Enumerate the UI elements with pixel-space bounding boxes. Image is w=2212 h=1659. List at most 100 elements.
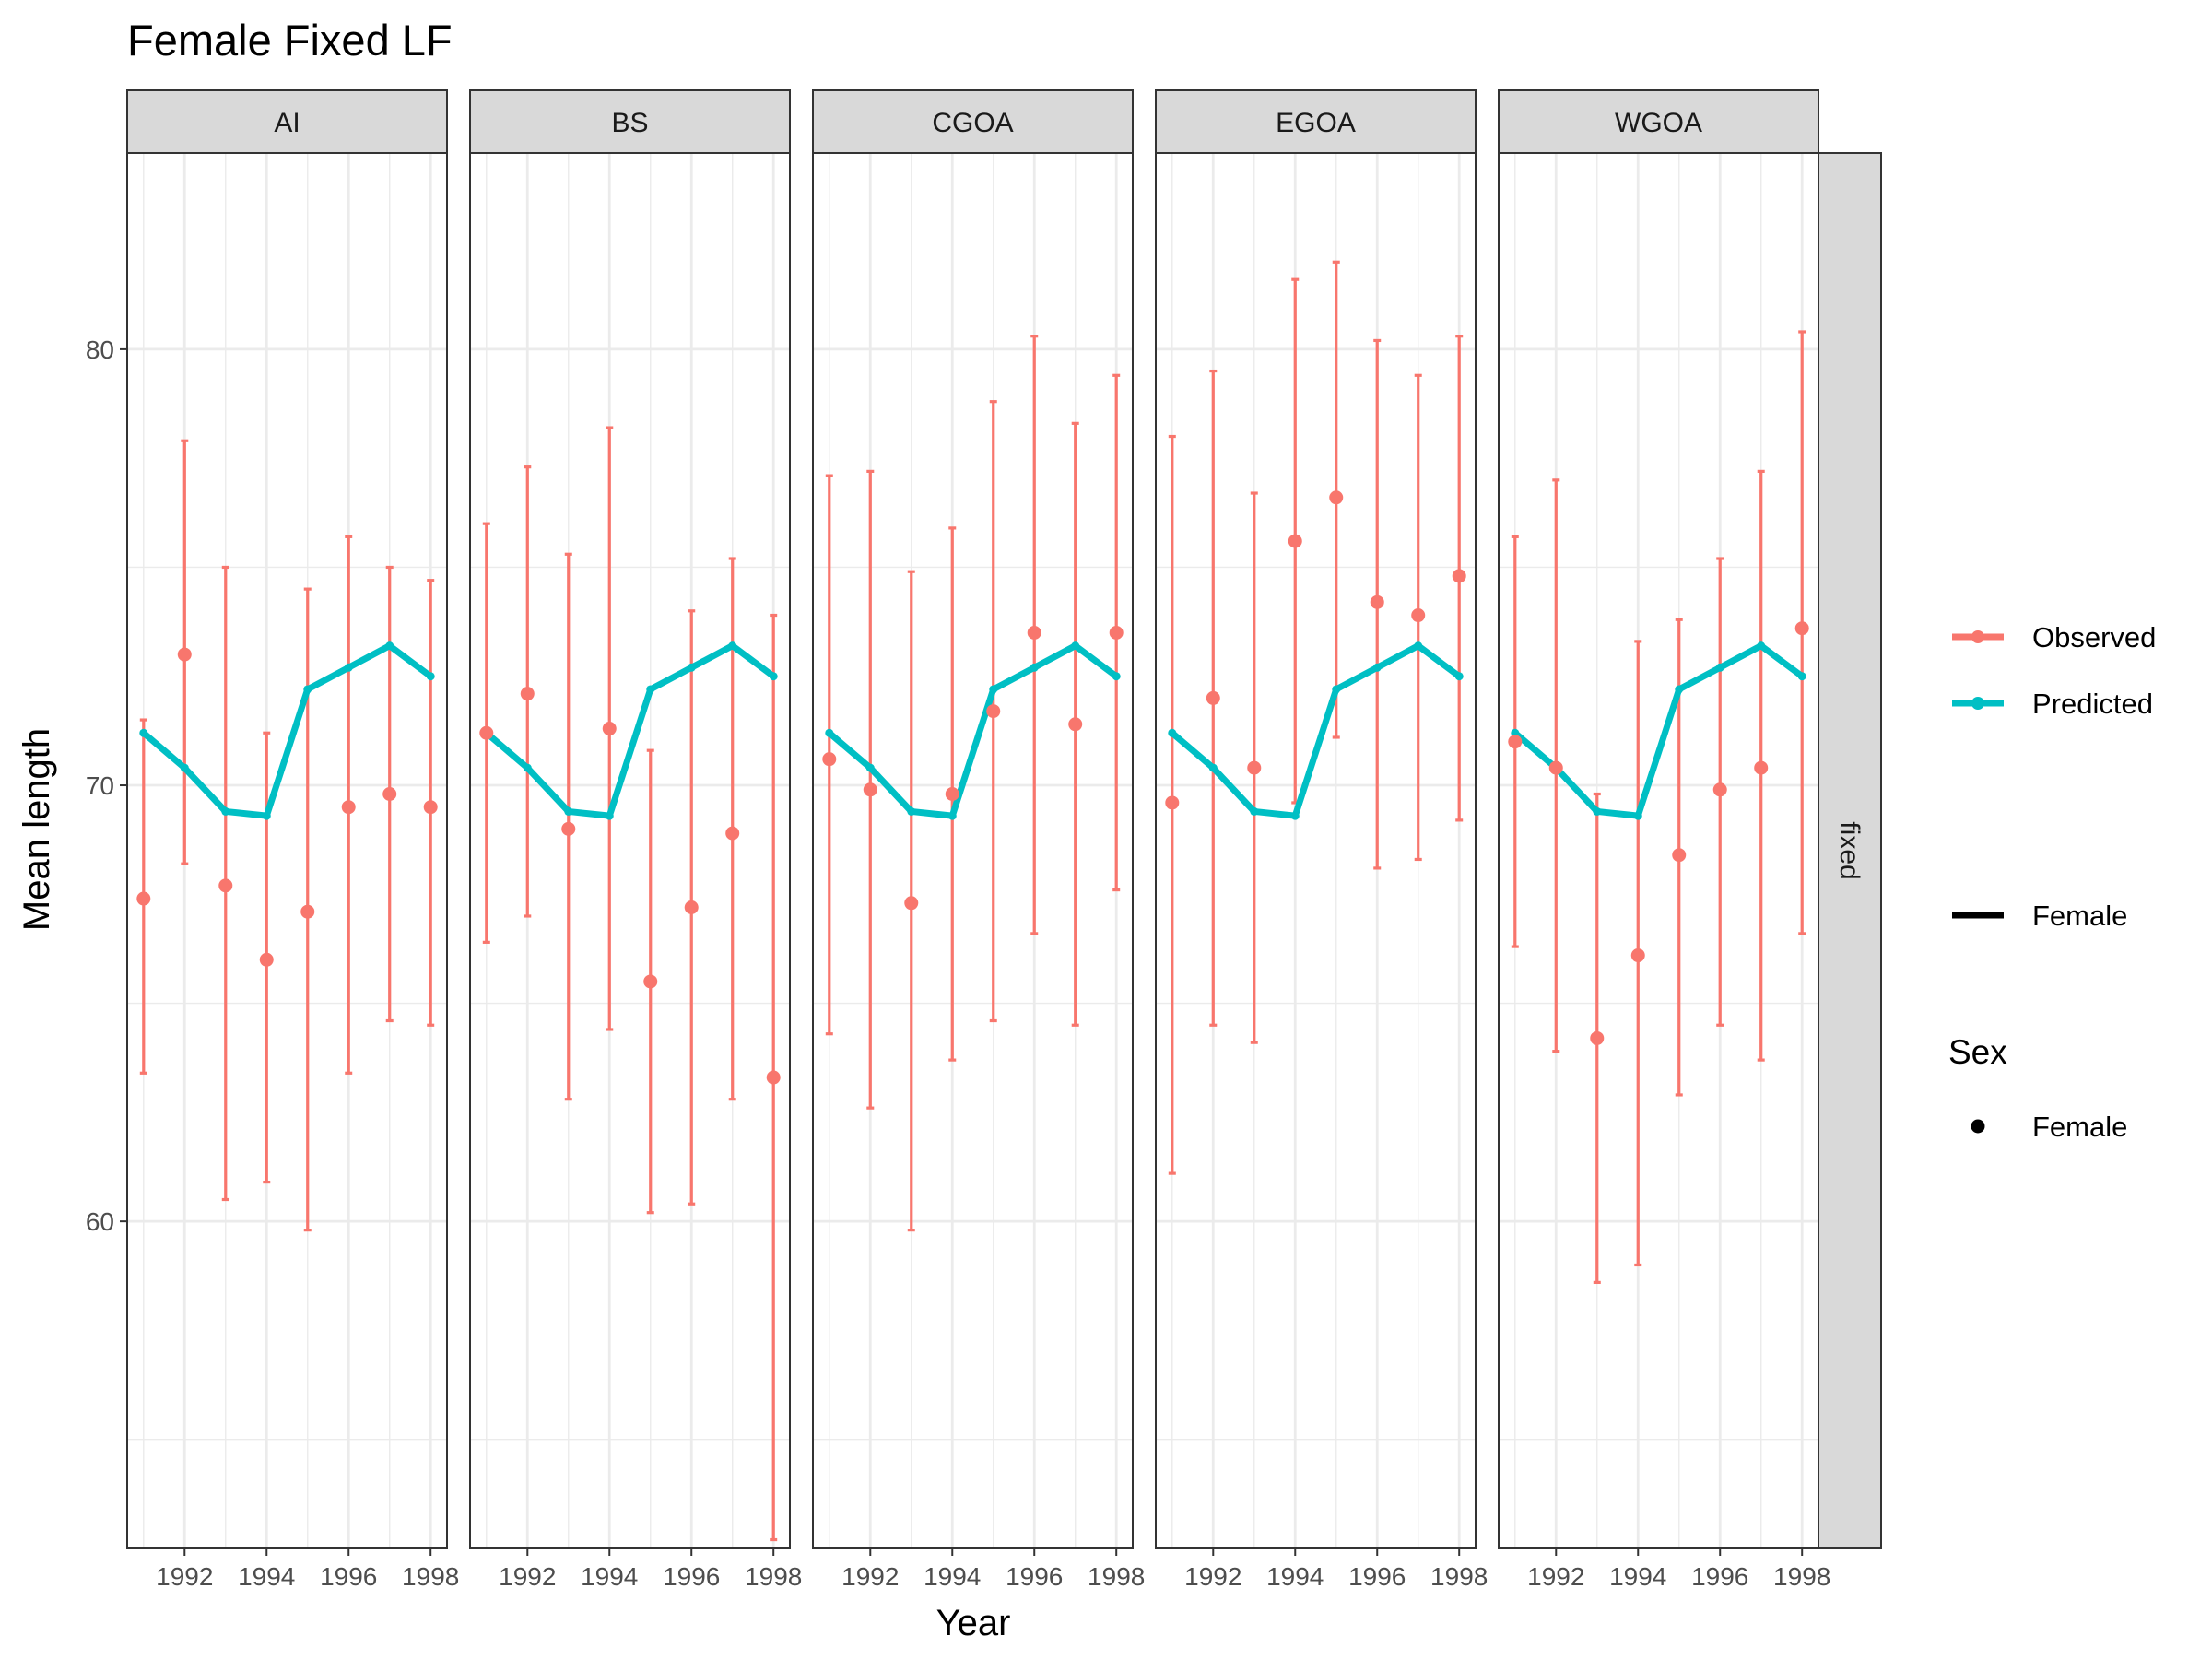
observed-point — [1754, 760, 1769, 775]
legend: Observed Predicted Female Sex Female — [1948, 621, 2156, 1143]
observed-point — [986, 704, 1001, 719]
facet-strip — [812, 89, 1134, 154]
x-tick-label: 1998 — [1430, 1562, 1488, 1591]
observed-point — [259, 952, 274, 967]
legend-label-predicted: Predicted — [2032, 688, 2153, 720]
panel-background — [127, 153, 447, 1548]
legend-label-observed: Observed — [2032, 621, 2156, 653]
legend-label-shape: Female — [2032, 1111, 2127, 1143]
predicted-point — [180, 763, 189, 772]
x-tick-label: 1998 — [402, 1562, 459, 1591]
x-tick-label: 1996 — [663, 1562, 720, 1591]
observed-point — [1548, 760, 1563, 775]
observed-point — [1672, 848, 1687, 863]
predicted-point — [1511, 728, 1520, 737]
panel-background — [470, 153, 790, 1548]
facet-strip-label: AI — [274, 108, 300, 138]
facet-strip-label: CGOA — [932, 108, 1013, 138]
legend-key-point — [1971, 697, 1984, 710]
x-tick-label: 1994 — [581, 1562, 638, 1591]
facet-panel-ai: AI 1992 1994 1996 1998 — [126, 89, 459, 1591]
x-tick-label: 1992 — [1527, 1562, 1584, 1591]
legend-key-shape — [1971, 1119, 1985, 1134]
observed-point — [822, 752, 837, 767]
predicted-point — [344, 663, 353, 672]
x-tick-label: 1994 — [238, 1562, 295, 1591]
predicted-point — [1290, 811, 1300, 820]
predicted-line — [1170, 642, 1462, 819]
observed-point — [1630, 948, 1645, 963]
predicted-point — [947, 811, 957, 820]
facet-strip-right-label: fixed — [1834, 821, 1865, 879]
y-tick-label: 60 — [86, 1207, 114, 1236]
predicted-point — [262, 811, 271, 820]
facet-panel-wgoa: WGOA 1992 1994 1996 1998 — [1498, 89, 1830, 1591]
observed-point — [520, 687, 535, 701]
x-tick-label: 1994 — [1266, 1562, 1324, 1591]
x-tick-label: 1992 — [156, 1562, 213, 1591]
predicted-point — [564, 806, 573, 816]
legend-key-point — [1971, 630, 1984, 643]
predicted-point — [1208, 763, 1218, 772]
predicted-point — [523, 763, 532, 772]
x-tick-label: 1992 — [841, 1562, 899, 1591]
x-tick-label: 1994 — [924, 1562, 981, 1591]
facet-strip — [469, 89, 791, 154]
observed-point — [136, 891, 151, 906]
facet-strip-label: EGOA — [1276, 108, 1356, 138]
observed-point — [904, 896, 919, 911]
x-tick-label: 1998 — [1088, 1562, 1145, 1591]
observed-point — [1288, 534, 1302, 548]
panel-background — [1156, 153, 1476, 1548]
facet-strip — [1155, 89, 1477, 154]
observed-point — [218, 878, 233, 893]
predicted-point — [426, 672, 435, 681]
observed-point — [945, 786, 959, 801]
predicted-point — [303, 685, 312, 694]
predicted-point — [221, 806, 230, 816]
predicted-point — [1715, 663, 1724, 672]
observed-point — [341, 800, 356, 815]
predicted-point — [1168, 728, 1177, 737]
observed-point — [1370, 594, 1384, 609]
observed-point — [1411, 608, 1426, 623]
observed-point — [602, 722, 617, 736]
legend-label-linetype: Female — [2032, 900, 2127, 932]
observed-point — [725, 826, 740, 841]
predicted-point — [728, 641, 737, 651]
predicted-point — [646, 685, 655, 694]
observed-point — [1247, 760, 1262, 775]
observed-point — [1165, 795, 1180, 810]
predicted-point — [1030, 663, 1039, 672]
predicted-point — [1071, 641, 1080, 651]
predicted-point — [605, 811, 614, 820]
facet-strip-right-bg — [1818, 152, 1882, 1549]
facet-panel-bs: BS 1992 1994 1996 1998 — [469, 89, 802, 1591]
predicted-point — [1593, 806, 1602, 816]
facet-panels: 60 70 80 AI 1992 1994 1996 1998 BS 1992 1994 1996 19… — [86, 89, 1882, 1591]
x-tick-label: 1998 — [1773, 1562, 1830, 1591]
observed-point — [1712, 782, 1727, 797]
x-tick-label: 1996 — [320, 1562, 377, 1591]
predicted-point — [687, 663, 696, 672]
predicted-point — [1112, 672, 1121, 681]
observed-point — [1794, 621, 1809, 636]
predicted-line — [141, 642, 433, 819]
facet-strip-label: WGOA — [1615, 108, 1702, 138]
predicted-line — [484, 642, 776, 819]
predicted-line — [827, 642, 1119, 819]
observed-point — [1206, 690, 1220, 705]
predicted-point — [1414, 641, 1423, 651]
observed-point — [177, 647, 192, 662]
predicted-point — [865, 763, 875, 772]
observed-point — [1109, 625, 1124, 640]
predicted-point — [907, 806, 916, 816]
y-axis-title: Mean length — [17, 728, 57, 931]
x-tick-label: 1992 — [1184, 1562, 1241, 1591]
x-tick-label: 1996 — [1006, 1562, 1063, 1591]
chart-title: Female Fixed LF — [127, 16, 453, 65]
observed-point — [382, 786, 397, 801]
y-tick-label: 70 — [86, 771, 114, 800]
predicted-point — [1332, 685, 1341, 694]
